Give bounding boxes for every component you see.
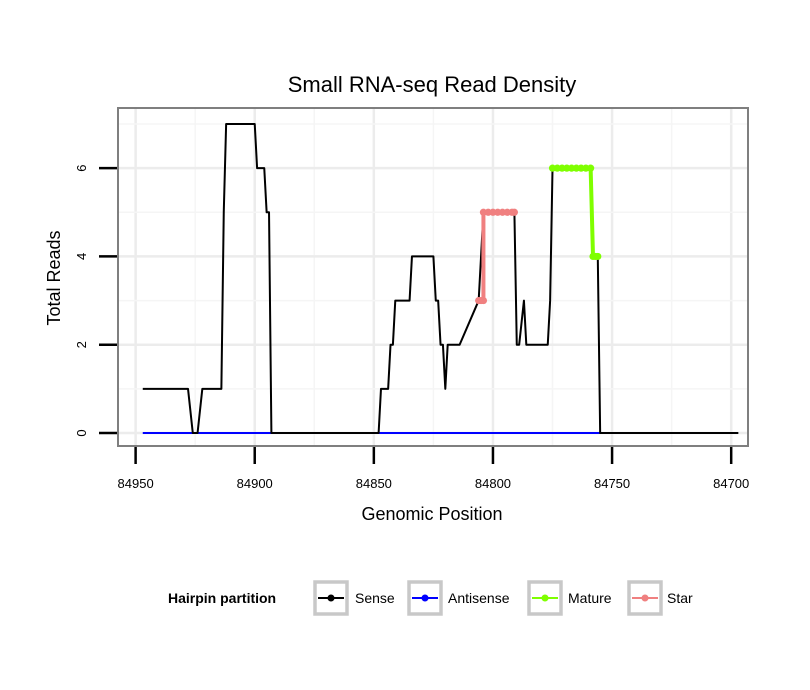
x-tick-label: 84750 xyxy=(594,476,630,491)
legend-item-antisense: Antisense xyxy=(407,580,510,616)
data-point-star xyxy=(510,208,518,216)
legend-label: Antisense xyxy=(448,590,510,606)
y-tick-label: 4 xyxy=(74,253,89,260)
legend-item-star: Star xyxy=(627,580,693,616)
series-layer xyxy=(142,123,739,434)
data-point-star xyxy=(479,296,488,305)
x-tick-label: 84950 xyxy=(118,476,154,491)
x-axis-title: Genomic Position xyxy=(361,504,502,524)
x-tick-label: 84800 xyxy=(475,476,511,491)
y-tick-label: 0 xyxy=(74,429,89,436)
y-tick-label: 6 xyxy=(74,165,89,172)
series-line-sense xyxy=(142,123,739,434)
plot-area xyxy=(117,107,749,447)
x-tick-label: 84850 xyxy=(356,476,392,491)
legend-key-point xyxy=(421,594,429,602)
legend-key-point xyxy=(541,594,549,602)
legend-label: Sense xyxy=(355,590,395,606)
x-tick-label: 84700 xyxy=(713,476,749,491)
y-axis-title: Total Reads xyxy=(44,230,64,325)
plot-border xyxy=(117,107,749,447)
legend-key-point xyxy=(327,594,335,602)
legend-item-mature: Mature xyxy=(527,580,612,616)
x-tick-label: 84900 xyxy=(237,476,273,491)
data-point-mature xyxy=(587,164,595,172)
legend-label: Star xyxy=(667,590,693,606)
x-axis: 84950 84900 84850 84800 84750 84700 xyxy=(118,447,749,491)
legend-item-sense: Sense xyxy=(313,580,395,616)
y-tick-label: 2 xyxy=(74,341,89,348)
chart-title: Small RNA-seq Read Density xyxy=(288,72,577,97)
legend-key-point xyxy=(641,594,649,602)
legend-label: Mature xyxy=(568,590,612,606)
legend: Hairpin partition Sense Antisense Mature St… xyxy=(168,580,693,616)
legend-title: Hairpin partition xyxy=(168,590,276,606)
legend-items: Sense Antisense Mature Star xyxy=(313,580,693,616)
y-axis: 0 2 4 6 xyxy=(74,165,117,437)
data-point-mature xyxy=(594,252,602,261)
